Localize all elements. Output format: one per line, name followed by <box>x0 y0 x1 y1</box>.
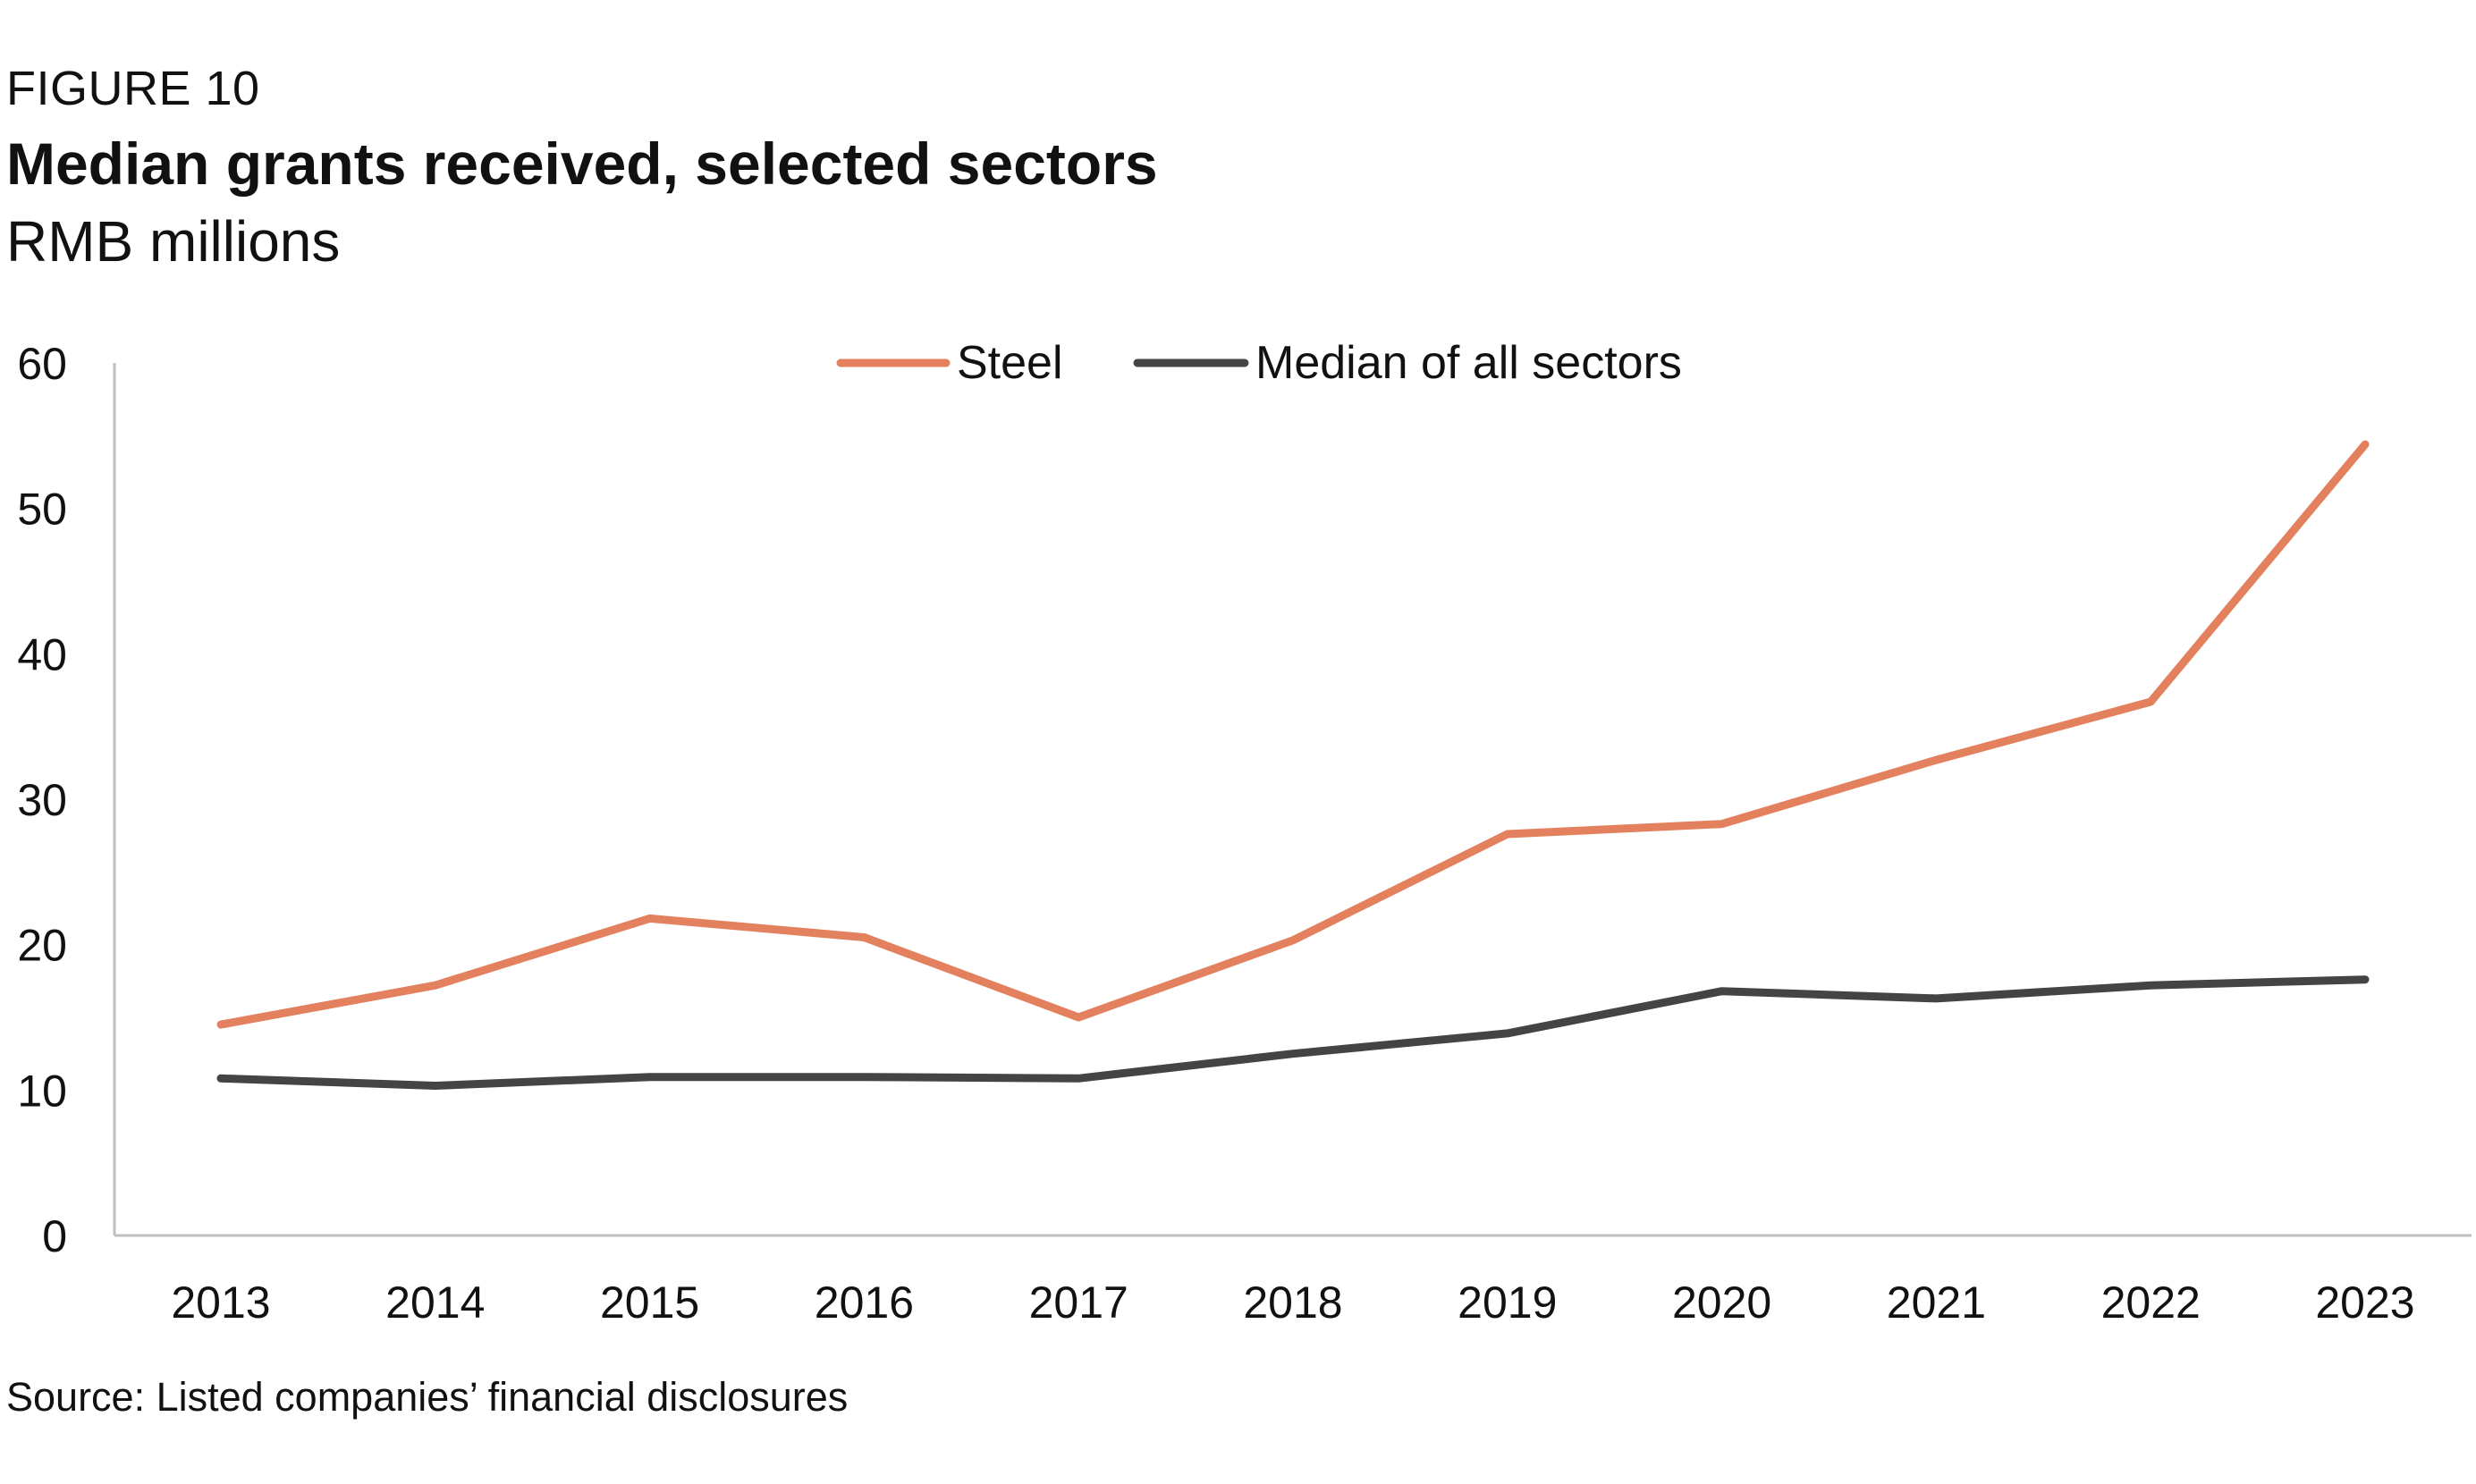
y-tick-label: 0 <box>42 1211 67 1261</box>
legend-item-median-all-sectors: Median of all sectors <box>1255 337 1682 389</box>
x-axis-ticks: 2013 2014 2015 2016 2017 2018 2019 2020 2021 2022… <box>171 1277 2414 1328</box>
y-tick-label: 30 <box>17 775 67 825</box>
chart-axes <box>113 363 2472 1237</box>
series-line-median-all-sectors <box>216 975 2370 1090</box>
x-tick-label: 2013 <box>171 1277 270 1328</box>
x-tick-label: 2015 <box>600 1277 699 1328</box>
series-line-steel <box>216 440 2370 1029</box>
x-tick-label: 2023 <box>2315 1277 2414 1328</box>
y-tick-label: 10 <box>17 1066 67 1116</box>
chart-title: Median grants received, selected sectors <box>6 131 1158 197</box>
x-tick-label: 2014 <box>385 1277 485 1328</box>
chart-subtitle: RMB millions <box>6 209 341 274</box>
x-tick-label: 2020 <box>1672 1277 1771 1328</box>
y-tick-label: 40 <box>17 629 67 679</box>
y-tick-label: 50 <box>17 485 67 535</box>
figure-label: FIGURE 10 <box>6 62 260 115</box>
x-tick-label: 2018 <box>1243 1277 1342 1328</box>
y-axis-ticks: 0 10 20 30 40 50 60 <box>17 339 67 1261</box>
chart-series <box>216 440 2370 1090</box>
x-tick-label: 2021 <box>1887 1277 1986 1328</box>
source-note: Source: Listed companies’ financial disc… <box>6 1374 849 1420</box>
x-tick-label: 2016 <box>815 1277 914 1328</box>
legend-item-steel: Steel <box>957 337 1063 389</box>
y-tick-label: 60 <box>17 339 67 389</box>
chart-legend: Steel Median of all sectors <box>836 337 1682 389</box>
x-tick-label: 2019 <box>1458 1277 1557 1328</box>
y-tick-label: 20 <box>17 921 67 971</box>
x-tick-label: 2017 <box>1029 1277 1128 1328</box>
x-tick-label: 2022 <box>2101 1277 2201 1328</box>
